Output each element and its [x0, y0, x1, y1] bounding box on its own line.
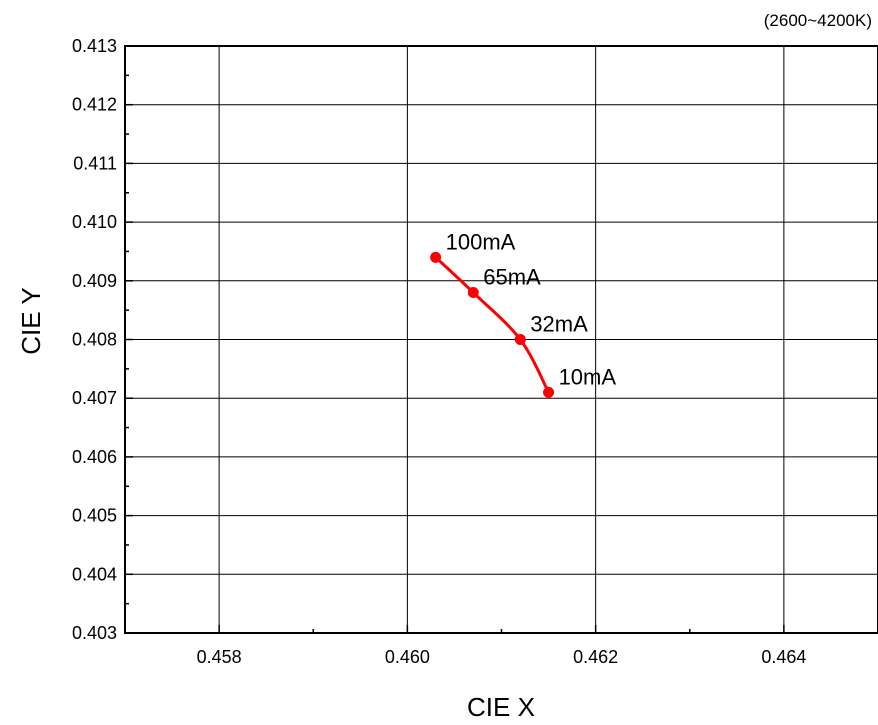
y-axis-title: CIE Y: [16, 287, 46, 354]
x-axis-title: CIE X: [467, 692, 535, 722]
y-tick-label: 0.405: [72, 506, 117, 526]
data-label: 65mA: [483, 265, 541, 290]
y-tick-label: 0.411: [73, 153, 117, 173]
grid: [125, 46, 878, 633]
data-point: [514, 334, 526, 345]
series: [430, 251, 555, 398]
x-tick-labels: 0.458 0.460 0.462 0.464: [197, 647, 807, 667]
data-point: [543, 386, 555, 398]
x-tick-label: 0.464: [761, 647, 806, 667]
data-point: [430, 251, 442, 263]
plot-frame: [124, 45, 878, 634]
y-tick-label: 0.409: [72, 271, 117, 291]
data-label: 10mA: [559, 364, 617, 389]
data-label: 100mA: [446, 229, 516, 254]
y-tick-label: 0.407: [72, 388, 117, 408]
y-tick-label: 0.413: [72, 36, 117, 56]
y-tick-label: 0.406: [72, 447, 117, 467]
y-tick-label: 0.410: [72, 212, 117, 232]
data-point: [467, 287, 479, 299]
y-tick-labels: 0.403 0.404 0.405 0.406 0.407 0.408 0.409 0.410…: [72, 36, 117, 643]
series-line: [434, 256, 550, 394]
x-tick-label: 0.462: [573, 647, 618, 667]
data-label: 32mA: [530, 312, 588, 337]
y-tick-label: 0.408: [72, 330, 117, 350]
x-tick-label: 0.458: [197, 647, 242, 667]
y-tick-label: 0.404: [72, 564, 117, 584]
temperature-range-note: (2600~4200K): [764, 11, 872, 30]
point-labels: 100mA 65mA 32mA 10mA: [446, 229, 617, 389]
y-tick-label: 0.403: [72, 623, 117, 643]
x-tick-label: 0.460: [385, 647, 430, 667]
y-tick-label: 0.412: [72, 95, 117, 115]
